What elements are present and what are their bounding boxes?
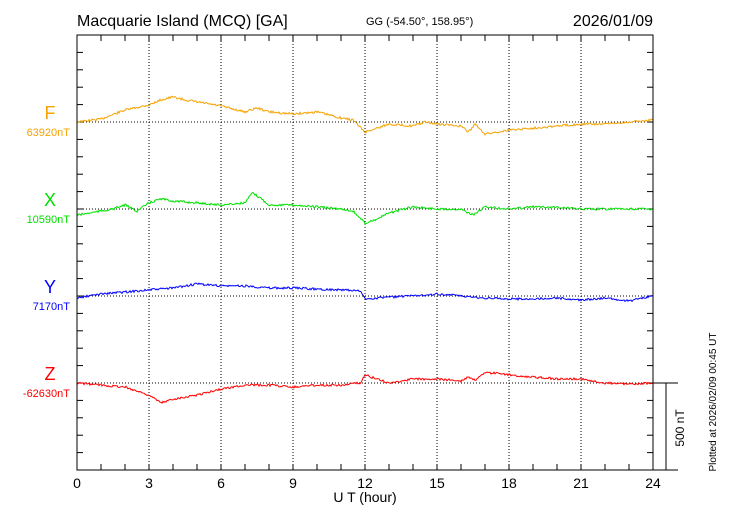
series-labels: F 63920nT X 10590nT Y 7170nT Z -62630nT bbox=[23, 103, 70, 400]
baseline-value-x: 10590nT bbox=[27, 214, 71, 226]
trace-f bbox=[76, 95, 654, 136]
x-tick-label: 9 bbox=[289, 475, 297, 491]
x-tick-label: 0 bbox=[73, 475, 81, 491]
x-tick-label: 24 bbox=[645, 475, 661, 491]
series-name-x: X bbox=[44, 190, 56, 210]
plotted-note: Plotted at 2026/02/09 00:45 UT bbox=[708, 333, 719, 472]
trace-x bbox=[77, 192, 654, 225]
plot-frame bbox=[76, 34, 654, 471]
x-tick-label: 15 bbox=[429, 475, 445, 491]
x-tick-labels: 0 3 6 9 12 15 18 21 24 bbox=[73, 475, 661, 491]
x-tick-label: 18 bbox=[501, 475, 517, 491]
trace-z bbox=[76, 371, 654, 405]
x-axis-label: U T (hour) bbox=[333, 489, 396, 505]
scale-bar-label: 500 nT bbox=[673, 409, 687, 447]
traces bbox=[76, 95, 654, 405]
chart-title: Macquarie Island (MCQ) [GA] bbox=[77, 13, 288, 30]
trace-y bbox=[76, 282, 654, 303]
scale-bar: 500 nT bbox=[653, 382, 687, 471]
station-coords: GG (-54.50°, 158.95°) bbox=[366, 16, 473, 28]
baseline-value-y: 7170nT bbox=[33, 301, 71, 313]
chart-date: 2026/01/09 bbox=[573, 13, 653, 30]
x-tick-label: 21 bbox=[573, 475, 589, 491]
x-tick-label: 3 bbox=[145, 475, 153, 491]
baseline-value-f: 63920nT bbox=[27, 127, 71, 139]
series-name-z: Z bbox=[45, 364, 56, 384]
x-tick-label: 6 bbox=[217, 475, 225, 491]
series-name-f: F bbox=[45, 103, 56, 123]
baseline-value-z: -62630nT bbox=[23, 388, 70, 400]
x-tick-label: 12 bbox=[357, 475, 373, 491]
grid bbox=[77, 35, 653, 470]
series-name-y: Y bbox=[44, 277, 56, 297]
